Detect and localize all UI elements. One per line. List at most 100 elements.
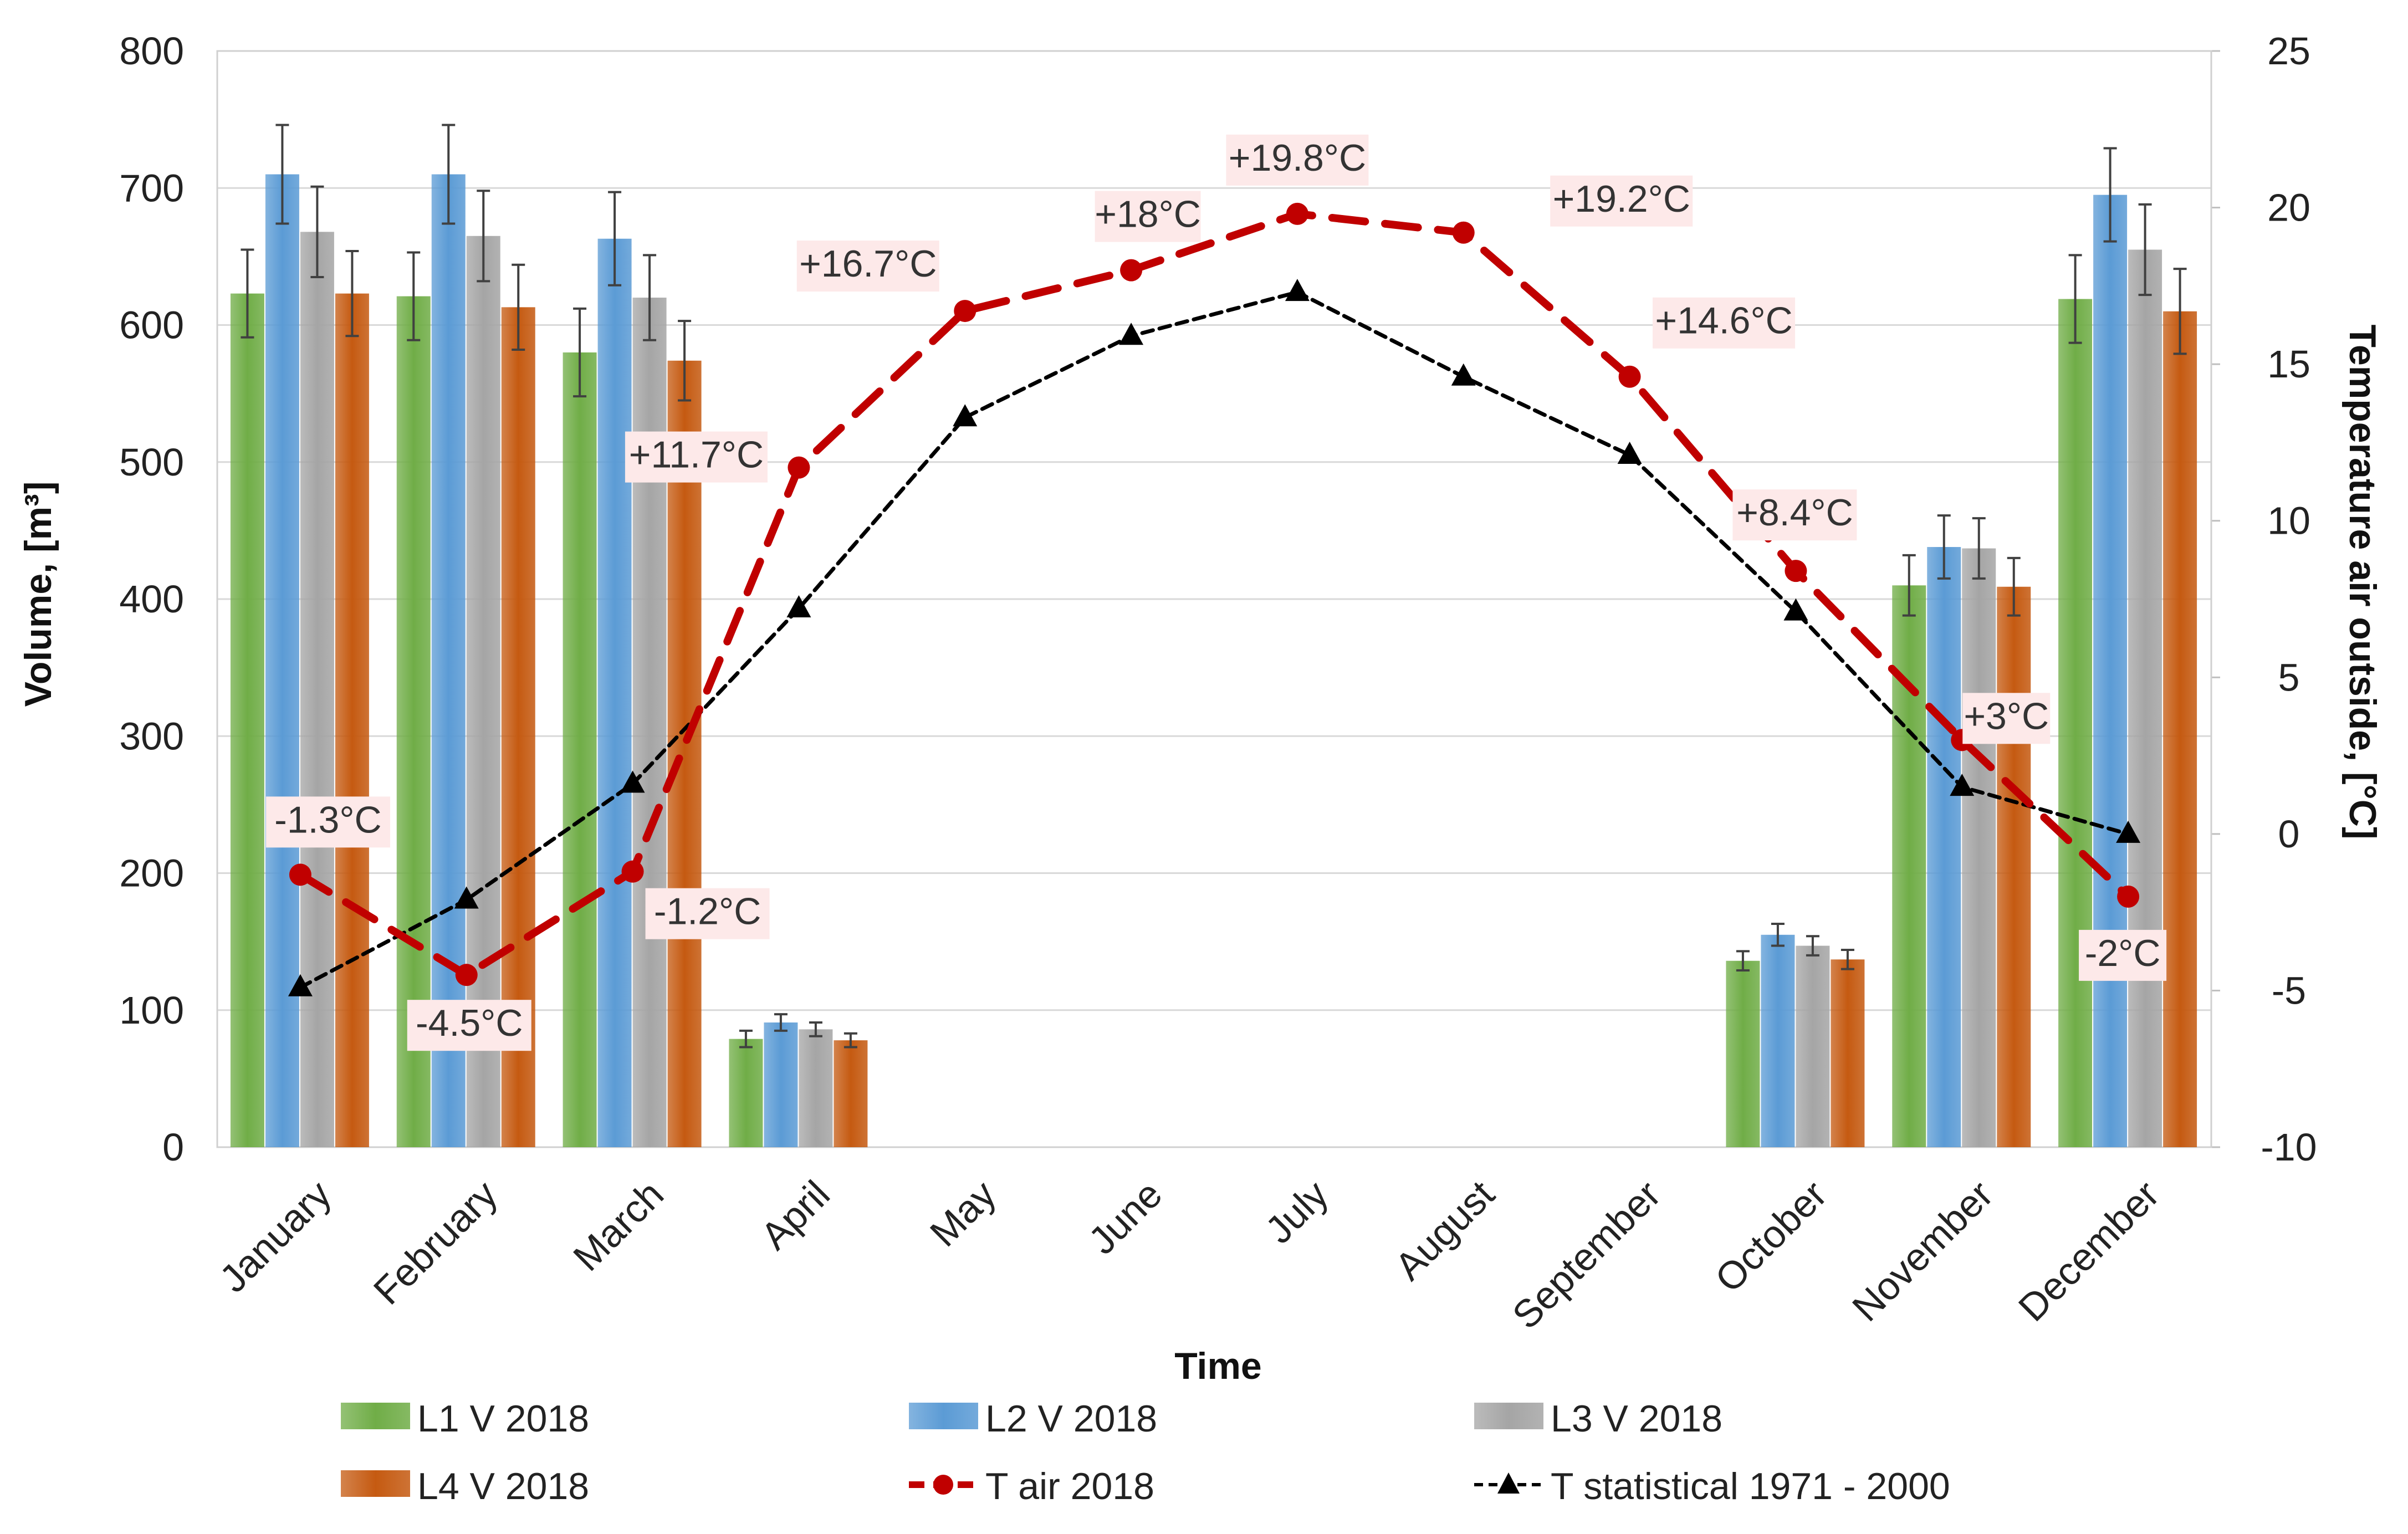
x-tick-label: August (1387, 1172, 1502, 1288)
bar-l2-v-2018 (1761, 934, 1795, 1147)
bar-l4-v-2018 (667, 360, 702, 1148)
marker-t-air (1286, 202, 1308, 225)
data-label-bg (1653, 297, 1796, 349)
bar-l3-v-2018 (1796, 945, 1830, 1147)
bar-l2-v-2018 (265, 174, 299, 1147)
x-axis-title: Time (1174, 1345, 1261, 1387)
legend-label: L4 V 2018 (417, 1465, 589, 1507)
bar-l1-v-2018 (230, 293, 264, 1147)
bar-l1-v-2018 (729, 1039, 763, 1147)
data-label-bg (1962, 693, 2051, 744)
x-tick-label: April (753, 1172, 838, 1257)
x-tick-label: February (365, 1172, 505, 1312)
y2-tick-label: 20 (2267, 186, 2310, 229)
legend-swatch (909, 1403, 978, 1429)
x-tick-label: October (1707, 1172, 1835, 1300)
legend-marker (933, 1475, 953, 1495)
marker-t-air (289, 863, 311, 886)
marker-t-air (1120, 259, 1143, 282)
marker-t-statistical (1451, 363, 1476, 386)
x-tick-label: January (211, 1172, 339, 1300)
y2-tick-label: 15 (2267, 342, 2310, 386)
y2-axis-title: Temperature air outside, [°C] (2341, 325, 2384, 840)
bar-l3-v-2018 (300, 232, 334, 1147)
bar-l1-v-2018 (1726, 960, 1760, 1147)
y2-tick-label: -5 (2272, 969, 2306, 1012)
bar-l3-v-2018 (466, 236, 500, 1148)
legend-label: T statistical 1971 - 2000 (1551, 1465, 1950, 1507)
series-line-t-air (296, 209, 2133, 979)
data-label: -1.2°C (654, 891, 761, 933)
data-label-bg (407, 1000, 531, 1051)
marker-t-statistical (1783, 598, 1808, 621)
data-label-bg (1095, 191, 1201, 242)
data-label-bg (2079, 929, 2167, 981)
bar-l2-v-2018 (2093, 195, 2128, 1147)
y-tick-label: 800 (119, 29, 184, 73)
marker-t-statistical (786, 595, 811, 617)
data-label-bg (645, 888, 770, 939)
x-tick-label: May (922, 1172, 1004, 1255)
marker-t-statistical (1950, 774, 1975, 796)
y-tick-label: 300 (119, 714, 184, 758)
data-label-bg (265, 796, 390, 848)
bar-l1-v-2018 (2058, 299, 2093, 1148)
marker-t-air (455, 964, 478, 986)
data-label-bg (796, 241, 939, 292)
bar-l3-v-2018 (2128, 249, 2162, 1148)
series-line-t-statistical (298, 290, 2130, 990)
x-tick-label: September (1504, 1172, 1669, 1337)
bar-l2-v-2018 (764, 1022, 798, 1147)
y-tick-label: 400 (119, 577, 184, 621)
x-tick-label: November (1844, 1172, 2001, 1329)
marker-t-air (2117, 885, 2140, 908)
legend-label: T air 2018 (985, 1465, 1154, 1507)
bar-l2-v-2018 (431, 174, 466, 1147)
data-label-bg (1732, 489, 1857, 541)
data-label: +14.6°C (1655, 300, 1792, 342)
y2-tick-label: 0 (2278, 812, 2300, 856)
bar-l4-v-2018 (1997, 586, 2031, 1147)
data-label: +18°C (1095, 193, 1201, 236)
bar-l4-v-2018 (1831, 959, 1865, 1147)
data-label: +8.4°C (1736, 492, 1853, 534)
x-tick-label: July (1257, 1172, 1336, 1251)
y-tick-label: 500 (119, 441, 184, 484)
bar-l4-v-2018 (834, 1040, 868, 1147)
y2-tick-label: 25 (2267, 29, 2310, 73)
marker-t-statistical (1119, 323, 1144, 345)
marker-t-statistical (1617, 442, 1642, 464)
data-label: +19.2°C (1553, 178, 1690, 220)
marker-t-statistical (2116, 820, 2141, 843)
data-label-bg (625, 431, 768, 483)
marker-t-air (1452, 221, 1475, 244)
bar-l3-v-2018 (1962, 548, 1996, 1147)
marker-t-statistical (953, 404, 978, 427)
marker-t-statistical (1285, 279, 1310, 301)
marker-t-air (788, 456, 810, 479)
legend-label: L2 V 2018 (985, 1398, 1157, 1440)
marker-t-statistical (620, 770, 645, 793)
data-label-bg (1226, 134, 1369, 186)
data-label: -4.5°C (416, 1002, 523, 1044)
data-label: +11.7°C (629, 434, 764, 476)
y2-tick-label: 5 (2278, 656, 2300, 699)
y-axis-title: Volume, [m³] (17, 482, 59, 707)
marker-t-statistical (288, 974, 313, 996)
data-label: -2°C (2085, 932, 2161, 974)
data-label: +19.8°C (1229, 137, 1366, 179)
y-tick-label: 600 (119, 304, 184, 347)
legend-swatch (341, 1403, 410, 1429)
bar-l4-v-2018 (2163, 311, 2197, 1147)
bar-l1-v-2018 (563, 352, 597, 1148)
data-label: +3°C (1964, 695, 2049, 737)
x-tick-label: June (1080, 1172, 1170, 1262)
legend-label: L1 V 2018 (417, 1398, 589, 1440)
data-label-bg (1550, 175, 1693, 227)
marker-t-statistical (454, 886, 479, 909)
marker-t-air (1618, 365, 1641, 388)
y-tick-label: 700 (119, 166, 184, 209)
y-tick-label: 200 (119, 852, 184, 895)
